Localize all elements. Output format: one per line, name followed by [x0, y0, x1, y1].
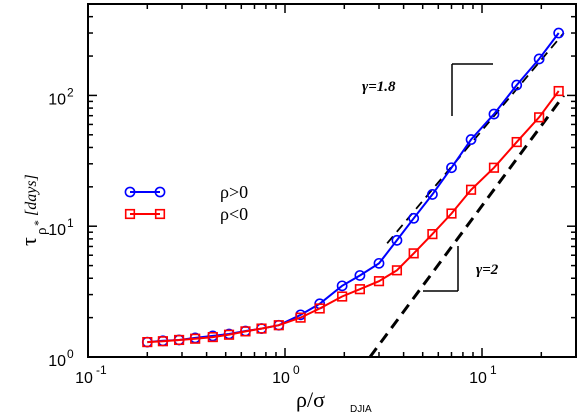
data-point	[173, 334, 185, 346]
series-line	[147, 90, 560, 344]
legend-label: ρ>0	[220, 182, 248, 202]
data-point	[354, 284, 366, 295]
data-point	[314, 303, 325, 314]
data-point	[391, 265, 403, 276]
data-point	[553, 85, 564, 97]
data-point	[354, 270, 366, 281]
data-point	[465, 134, 477, 145]
y-tick-exponent: 0	[67, 347, 74, 361]
data-point	[373, 276, 385, 287]
x-tick-exponent: 0	[293, 363, 300, 377]
legend-marker	[154, 186, 166, 198]
legend-marker	[154, 208, 166, 220]
y-tick-exponent: 1	[67, 216, 74, 230]
data-point	[427, 229, 438, 240]
y-axis-label-superscript: *	[31, 220, 45, 226]
y-axis-label: τρ * [days]	[16, 174, 50, 246]
y-axis-label-main: τ	[16, 237, 41, 246]
legend-entry-positive: ρ>0	[124, 182, 248, 202]
series-positive	[141, 27, 565, 348]
data-point	[426, 189, 438, 200]
y-axis-label-subscript: ρ	[34, 228, 50, 236]
reference-line-slope-2	[368, 94, 565, 357]
data-point	[465, 184, 477, 195]
data-point	[240, 326, 251, 337]
y-tick-label: 10	[48, 222, 66, 239]
data-point	[336, 280, 348, 292]
data-point	[337, 291, 348, 302]
ticks-layer	[87, 3, 577, 358]
data-point	[511, 136, 522, 148]
data-point	[446, 208, 457, 219]
slope-marker-upper	[451, 63, 493, 116]
x-axis-label-subscript: DJIA	[350, 404, 372, 415]
data-point	[534, 112, 545, 123]
data-point	[223, 329, 235, 340]
legend: ρ>0ρ<0	[124, 182, 248, 224]
slope-marker-lower	[423, 246, 459, 292]
annotations: γ=1.8 γ=2	[362, 79, 499, 278]
data-point	[190, 333, 201, 344]
annotation-gamma-1-8: γ=1.8	[362, 79, 396, 95]
data-point	[408, 248, 419, 259]
data-point	[207, 331, 218, 343]
series-line	[147, 32, 560, 344]
data-point	[488, 108, 500, 120]
legend-marker	[124, 208, 136, 220]
y-tick-label: 10	[48, 353, 66, 370]
slope-markers	[423, 63, 493, 292]
data-point	[488, 162, 500, 173]
data-point	[256, 323, 267, 334]
data-point	[295, 312, 306, 323]
data-point	[553, 27, 565, 39]
legend-marker	[124, 186, 136, 198]
series-layer	[141, 27, 565, 348]
y-axis-label-unit: [days]	[23, 174, 40, 216]
legend-entry-negative: ρ<0	[124, 204, 248, 224]
legend-label: ρ<0	[220, 204, 248, 224]
data-point	[511, 79, 523, 91]
x-tick-label: 10	[75, 370, 93, 387]
plot-frame	[87, 3, 577, 358]
annotation-gamma-2: γ=2	[476, 262, 499, 278]
x-tick-label: 10	[469, 370, 487, 387]
x-tick-exponent: 1	[490, 363, 497, 377]
data-point	[408, 212, 420, 224]
data-point	[273, 320, 284, 331]
data-point	[446, 162, 457, 174]
data-point	[157, 336, 169, 347]
series-negative	[142, 85, 564, 348]
data-point	[142, 336, 153, 348]
y-tick-label: 10	[48, 91, 66, 108]
x-axis-label: ρ/σ	[296, 387, 325, 412]
data-point	[373, 257, 385, 269]
y-tick-exponent: 2	[67, 85, 74, 99]
data-point	[391, 234, 403, 246]
x-tick-exponent: -1	[96, 363, 107, 377]
x-tick-label: 10	[272, 370, 290, 387]
data-point	[533, 53, 545, 65]
